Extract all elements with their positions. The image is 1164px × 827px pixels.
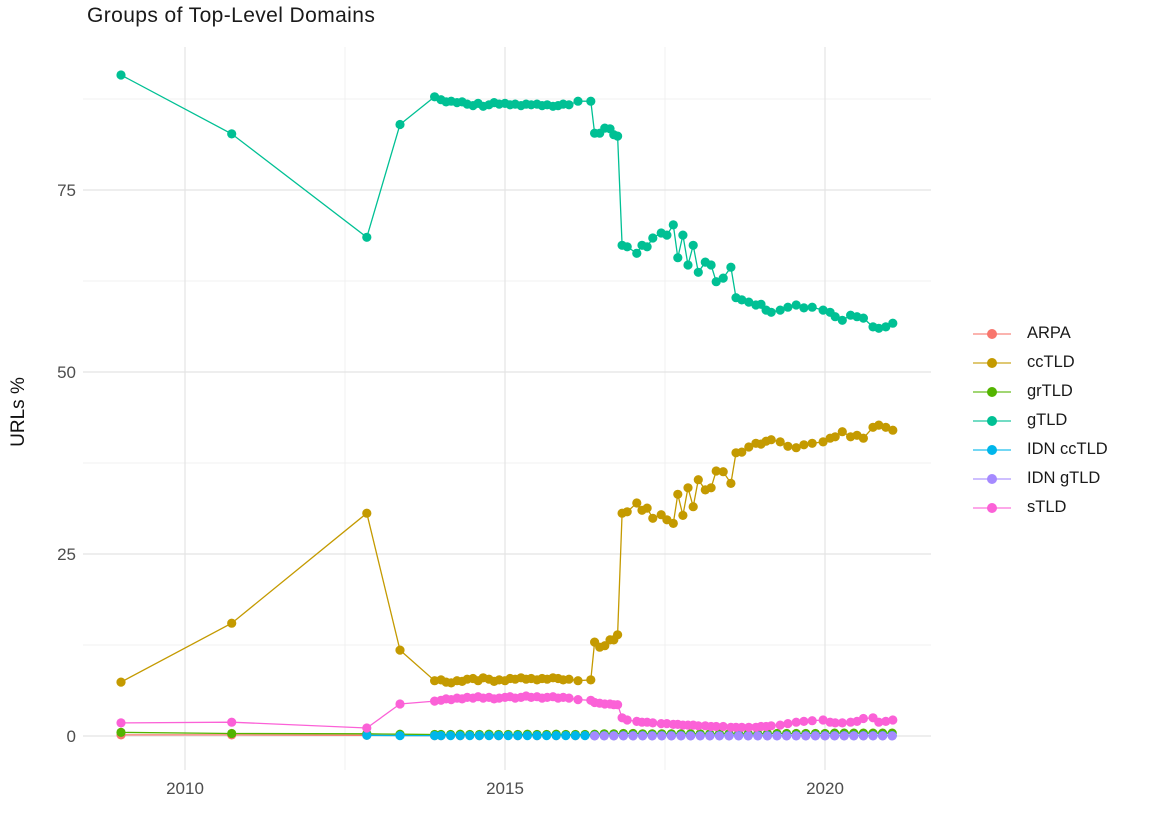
legend-item: grTLD	[973, 377, 1108, 406]
legend-key-icon	[973, 414, 1011, 428]
legend-item-label: IDN gTLD	[1027, 469, 1101, 487]
legend: ARPA ccTLD grTLD gTLD	[973, 319, 1108, 522]
legend-dot-swatch	[987, 357, 997, 368]
legend-dot-swatch	[987, 386, 997, 397]
legend-item-label: IDN ccTLD	[1027, 440, 1108, 458]
y-tick-label: 25	[57, 545, 76, 564]
legend-key-icon	[973, 472, 1011, 486]
legend-item: IDN ccTLD	[973, 435, 1108, 464]
x-tick-label: 2010	[166, 779, 204, 798]
legend-item-label: grTLD	[1027, 382, 1073, 400]
legend-key-icon	[973, 501, 1011, 515]
legend-key-icon	[973, 356, 1011, 370]
series-gTLD	[116, 70, 898, 333]
legend-item: ARPA	[973, 319, 1108, 348]
series-ccTLD	[116, 420, 898, 688]
y-tick-label: 75	[57, 181, 76, 200]
legend-item-label: sTLD	[1027, 498, 1067, 516]
chart-title: Groups of Top-Level Domains	[87, 4, 376, 27]
x-axis-tick-labels: 2010 2015 2020	[166, 779, 844, 798]
legend-item: sTLD	[973, 493, 1108, 522]
legend-item-label: gTLD	[1027, 411, 1068, 429]
y-tick-label: 50	[57, 363, 76, 382]
y-tick-label: 0	[67, 727, 76, 746]
legend-key-icon	[973, 327, 1011, 341]
legend-dot-swatch	[987, 328, 997, 339]
legend-item: IDN gTLD	[973, 464, 1108, 493]
legend-item-label: ARPA	[1027, 324, 1071, 342]
legend-dot-swatch	[987, 502, 997, 513]
legend-item-label: ccTLD	[1027, 353, 1075, 371]
x-tick-label: 2020	[806, 779, 844, 798]
legend-key-icon	[973, 443, 1011, 457]
x-tick-label: 2015	[486, 779, 524, 798]
legend-dot-swatch	[987, 473, 997, 484]
series-IDN-gTLD	[590, 731, 897, 741]
legend-item: ccTLD	[973, 348, 1108, 377]
y-axis-tick-labels: 0 25 50 75	[57, 181, 76, 746]
gridline-group	[83, 47, 931, 770]
y-axis-title: URLs %	[8, 377, 29, 447]
series-sTLD	[116, 691, 898, 733]
legend-item: gTLD	[973, 406, 1108, 435]
legend-dot-swatch	[987, 444, 997, 455]
legend-dot-swatch	[987, 415, 997, 426]
legend-key-icon	[973, 385, 1011, 399]
